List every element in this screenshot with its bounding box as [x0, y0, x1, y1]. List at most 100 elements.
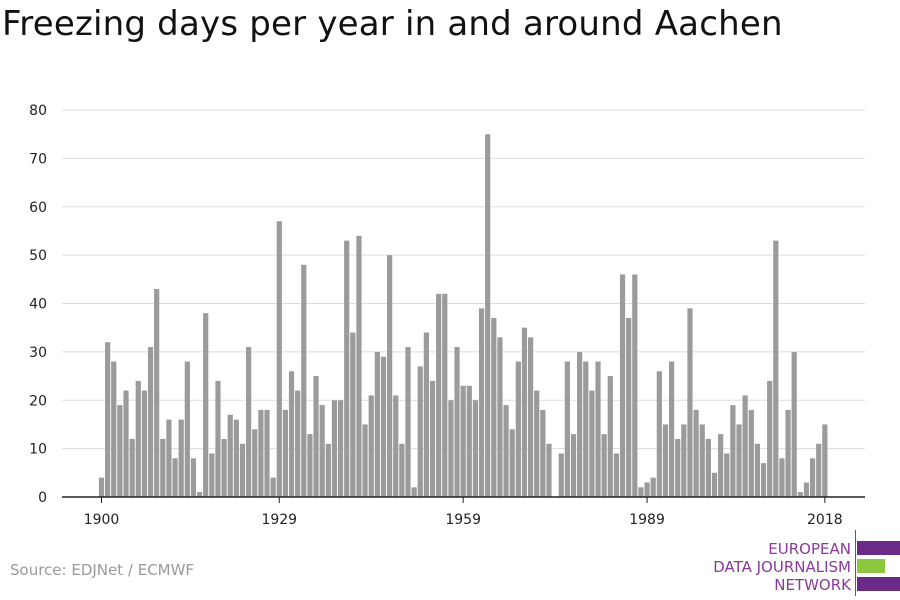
bar-1986	[626, 318, 632, 497]
bar-2002	[724, 453, 730, 497]
bar-1940	[344, 240, 350, 498]
bar-2014	[797, 492, 803, 497]
bar-1985	[619, 274, 626, 497]
bar-1956	[442, 293, 448, 497]
bar-1912	[172, 458, 178, 497]
bar-1916	[196, 492, 203, 497]
bar-1978	[577, 351, 583, 498]
bar-1960	[466, 385, 472, 497]
bar-1952	[417, 366, 423, 497]
y-tick-label-10: 10	[29, 442, 47, 458]
bar-1901	[105, 342, 111, 497]
bar-1930	[282, 409, 288, 497]
bar-1987	[632, 274, 638, 497]
bar-1984	[613, 453, 620, 497]
bar-1920	[221, 438, 227, 497]
bar-1979	[583, 361, 589, 497]
bar-1957	[448, 400, 454, 497]
bar-1992	[662, 424, 669, 497]
bar-1955	[436, 293, 442, 497]
bar-1970	[528, 337, 534, 497]
bar-1966	[503, 405, 509, 497]
bar-1921	[227, 414, 233, 497]
bar-1902	[111, 361, 117, 497]
bar-1923	[239, 443, 246, 497]
x-tick-label-1989: 1989	[629, 512, 665, 528]
bar-1927	[264, 409, 270, 497]
bar-2012	[785, 409, 791, 497]
x-axis-ticks: 1900 1929 1959 1989 2018	[84, 497, 843, 528]
bar-1937	[325, 443, 331, 497]
bar-1989	[644, 482, 650, 497]
bar-1976	[564, 361, 570, 497]
bar-1918	[209, 453, 215, 497]
bar-1996	[687, 308, 693, 497]
bar-1965	[497, 337, 503, 497]
bars	[98, 134, 828, 498]
bar-1972	[540, 409, 546, 497]
bar-1963	[485, 134, 491, 497]
y-tick-label-0: 0	[38, 490, 47, 506]
bar-1980	[589, 390, 595, 497]
x-tick-label-1900: 1900	[84, 512, 120, 528]
logo-text-network: NETWORK	[774, 576, 851, 594]
bar-1967	[509, 429, 515, 497]
bar-1990	[650, 477, 656, 497]
bar-1982	[601, 434, 607, 497]
bar-1962	[478, 308, 485, 497]
bar-2015	[803, 482, 810, 497]
bar-1993	[668, 361, 675, 497]
bar-1971	[534, 390, 540, 497]
bar-1973	[546, 443, 552, 497]
x-tick-label-2018: 2018	[807, 512, 843, 528]
bar-1961	[472, 400, 479, 497]
bar-1969	[521, 327, 528, 497]
bar-2017	[816, 443, 822, 497]
bar-1988	[638, 487, 644, 497]
bar-1900	[98, 477, 105, 497]
bar-1958	[454, 347, 460, 497]
bar-1908	[147, 347, 154, 497]
bar-1942	[356, 235, 362, 497]
bar-1903	[117, 405, 123, 497]
bar-2016	[809, 458, 816, 497]
y-tick-label-80: 80	[29, 103, 47, 119]
bar-1975	[558, 453, 564, 497]
bar-1904	[123, 390, 129, 497]
bar-2004	[736, 424, 742, 497]
bar-1977	[570, 434, 577, 497]
bar-1949	[399, 443, 405, 497]
bar-1933	[301, 264, 307, 497]
bar-1913	[178, 419, 184, 497]
bar-1919	[215, 380, 221, 497]
y-tick-label-50: 50	[29, 248, 47, 264]
y-tick-label-40: 40	[29, 297, 47, 313]
bar-1931	[288, 371, 295, 497]
bar-1932	[295, 390, 301, 497]
bar-1928	[270, 477, 276, 497]
bar-2006	[748, 409, 754, 497]
bar-1948	[393, 395, 399, 497]
bar-2007	[754, 443, 761, 497]
bar-1926	[258, 409, 264, 497]
bar-1941	[350, 332, 356, 497]
bar-1994	[675, 438, 681, 497]
bar-1922	[233, 419, 239, 497]
bar-1939	[337, 400, 344, 497]
bar-2018	[822, 424, 828, 497]
source-note: Source: EDJNet / ECMWF	[10, 561, 195, 579]
bar-1914	[184, 361, 190, 497]
bar-1935	[313, 376, 319, 497]
bar-2001	[718, 434, 724, 497]
bar-1951	[411, 487, 417, 497]
x-tick-label-1929: 1929	[261, 512, 297, 528]
bar-1943	[362, 424, 368, 497]
logo-bar-purple-top	[857, 541, 900, 555]
bar-2010	[773, 240, 779, 498]
bar-1945	[374, 351, 380, 498]
bar-1905	[129, 438, 135, 497]
bar-1964	[491, 318, 497, 497]
chart-title: Freezing days per year in and around Aac…	[2, 4, 783, 44]
bar-2013	[791, 351, 797, 498]
